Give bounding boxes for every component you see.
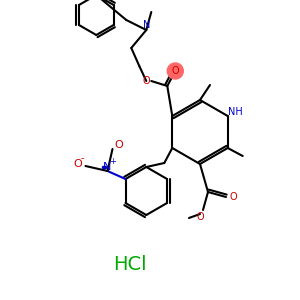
Text: O: O (229, 192, 237, 202)
Text: O: O (196, 212, 204, 222)
Text: -: - (81, 153, 84, 163)
Text: O: O (142, 76, 150, 86)
Text: O: O (172, 66, 179, 76)
Circle shape (167, 63, 183, 79)
Text: O: O (73, 159, 82, 169)
Text: O: O (114, 140, 123, 150)
Text: NH: NH (228, 107, 243, 117)
Text: N: N (142, 20, 150, 30)
Text: N: N (103, 162, 112, 172)
Text: HCl: HCl (113, 256, 147, 274)
Text: +: + (109, 157, 116, 166)
